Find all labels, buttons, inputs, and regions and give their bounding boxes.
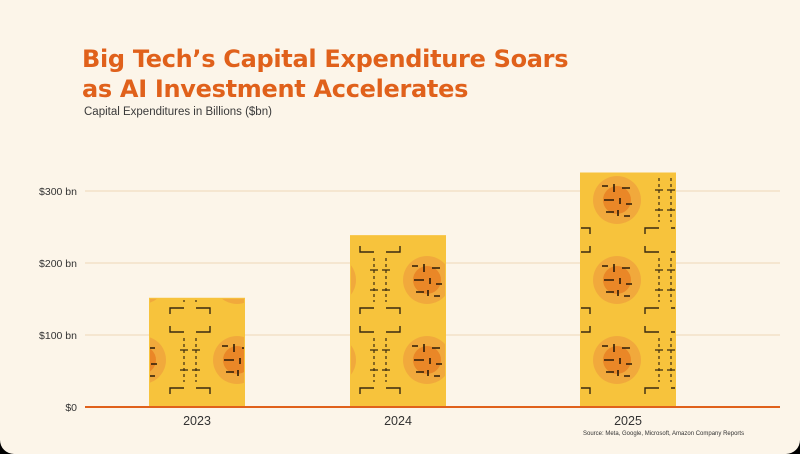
- y-tick-label: $300 bn: [39, 186, 77, 198]
- chart-title: Big Tech’s Capital Expenditure Soars as …: [82, 44, 702, 104]
- bars: [149, 172, 676, 408]
- bar-2025: [580, 172, 676, 408]
- chart-subtitle: Capital Expenditures in Billions ($bn): [84, 106, 272, 118]
- x-axis-ticks: 2023 2024 2025: [183, 414, 642, 428]
- y-tick-label: $0: [65, 402, 77, 414]
- y-axis-ticks: $0 $100 bn $200 bn $300 bn: [39, 186, 77, 414]
- x-tick-label: 2023: [183, 414, 211, 428]
- bar-2023: [149, 297, 245, 408]
- chart-title-line-2: as AI Investment Accelerates: [82, 75, 469, 103]
- bar-2024: [350, 235, 446, 408]
- y-tick-label: $100 bn: [39, 330, 77, 342]
- x-tick-label: 2025: [614, 414, 642, 428]
- source-note: Source: Meta, Google, Microsoft, Amazon …: [583, 431, 745, 437]
- y-tick-label: $200 bn: [39, 258, 77, 270]
- x-tick-label: 2024: [384, 414, 412, 428]
- chart-title-line-1: Big Tech’s Capital Expenditure Soars: [82, 45, 569, 73]
